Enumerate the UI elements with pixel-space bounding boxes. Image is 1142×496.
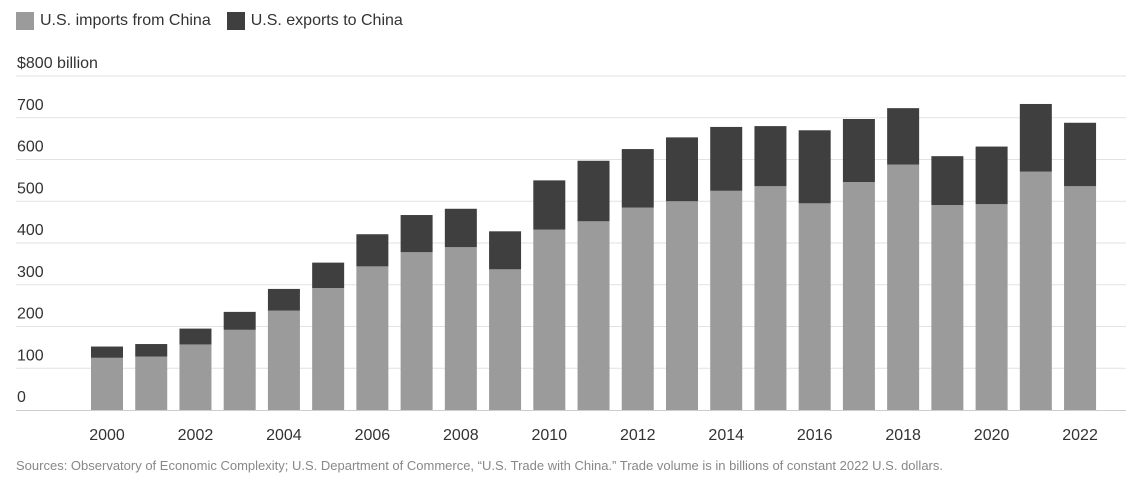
bar-exports	[135, 344, 168, 357]
y-tick-label: 500	[17, 180, 44, 197]
bar-imports	[179, 344, 212, 410]
bar-exports	[665, 137, 698, 202]
bar-imports	[754, 186, 787, 410]
x-tick-label: 2020	[974, 427, 1010, 444]
bar-imports	[577, 221, 610, 410]
x-tick-label: 2010	[532, 427, 568, 444]
bar-imports	[887, 164, 920, 410]
y-tick-label: 600	[17, 139, 44, 156]
bar-exports	[223, 311, 256, 330]
bar-exports	[931, 156, 964, 206]
bar-imports	[1064, 186, 1097, 410]
bar-exports	[798, 130, 831, 204]
bar-imports	[710, 190, 743, 410]
x-tick-label: 2004	[266, 427, 302, 444]
y-tick-label: 100	[17, 347, 44, 364]
y-tick-label: 400	[17, 222, 44, 239]
bar-imports	[312, 288, 345, 410]
bar-exports	[356, 234, 389, 267]
bar-imports	[621, 207, 654, 410]
bar-exports	[400, 215, 433, 253]
bar-imports	[1019, 171, 1052, 410]
bar-exports	[577, 160, 610, 222]
bar-imports	[400, 252, 433, 410]
bar-imports	[665, 201, 698, 410]
bar-exports	[1019, 103, 1052, 172]
bar-imports	[91, 357, 123, 410]
bar-exports	[975, 146, 1008, 205]
chart-legend: U.S. imports from China U.S. exports to …	[16, 12, 419, 30]
bar-exports	[444, 208, 477, 248]
y-tick-label: $800 billion	[17, 55, 98, 72]
bar-imports	[975, 204, 1008, 410]
bar-imports	[533, 229, 566, 410]
legend-swatch-imports	[16, 12, 34, 30]
bar-exports	[533, 180, 566, 230]
bar-imports	[135, 356, 168, 410]
x-tick-label: 2002	[178, 427, 214, 444]
bar-exports	[887, 108, 920, 165]
bar-imports	[356, 266, 389, 410]
bar-imports	[223, 329, 256, 410]
source-note: Sources: Observatory of Economic Complex…	[16, 458, 943, 473]
x-tick-label: 2016	[797, 427, 833, 444]
legend-label-exports: U.S. exports to China	[250, 12, 403, 29]
bar-exports	[267, 288, 300, 311]
x-tick-label: 2022	[1062, 427, 1098, 444]
bar-exports	[91, 346, 123, 358]
x-tick-label: 2014	[708, 427, 744, 444]
bar-exports	[842, 119, 875, 183]
x-tick-label: 2018	[885, 427, 921, 444]
bar-exports	[1064, 122, 1097, 187]
y-tick-label: 300	[17, 264, 44, 281]
x-tick-label: 2008	[443, 427, 479, 444]
legend-item-exports: U.S. exports to China	[226, 12, 403, 30]
bar-exports	[312, 262, 345, 289]
legend-item-imports: U.S. imports from China	[16, 12, 211, 30]
bar-exports	[489, 231, 522, 270]
x-tick-label: 2000	[89, 427, 125, 444]
x-tick-label: 2006	[355, 427, 391, 444]
bar-imports	[444, 247, 477, 410]
y-tick-label: 200	[17, 306, 44, 323]
legend-label-imports: U.S. imports from China	[40, 12, 211, 29]
x-tick-label: 2012	[620, 427, 656, 444]
y-tick-label: 0	[17, 389, 26, 406]
bar-imports	[267, 310, 300, 410]
bar-exports	[179, 328, 212, 345]
legend-swatch-exports	[226, 12, 245, 30]
bar-imports	[931, 205, 964, 410]
bar-exports	[710, 126, 743, 191]
bar-exports	[621, 149, 654, 208]
bar-imports	[798, 203, 831, 410]
bar-imports	[489, 269, 522, 410]
bar-exports	[754, 126, 787, 187]
bar-imports	[842, 182, 875, 410]
y-tick-label: 700	[17, 97, 44, 114]
